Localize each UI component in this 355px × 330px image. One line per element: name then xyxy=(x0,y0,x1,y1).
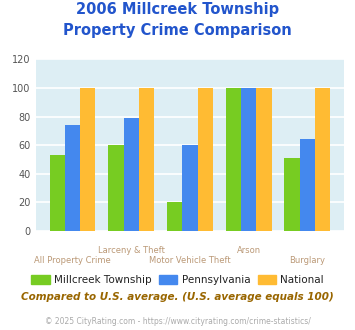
Bar xyxy=(50,155,65,231)
Bar xyxy=(241,88,256,231)
Bar xyxy=(315,88,330,231)
Text: All Property Crime: All Property Crime xyxy=(34,256,111,265)
Text: Burglary: Burglary xyxy=(289,256,326,265)
Bar xyxy=(182,145,198,231)
Bar xyxy=(65,125,80,231)
Bar xyxy=(108,145,124,231)
Text: Arson: Arson xyxy=(236,246,261,255)
Text: © 2025 CityRating.com - https://www.cityrating.com/crime-statistics/: © 2025 CityRating.com - https://www.city… xyxy=(45,317,310,326)
Bar xyxy=(80,88,95,231)
Bar xyxy=(124,118,139,231)
Text: Compared to U.S. average. (U.S. average equals 100): Compared to U.S. average. (U.S. average … xyxy=(21,292,334,302)
Bar xyxy=(139,88,154,231)
Bar xyxy=(226,88,241,231)
Bar xyxy=(284,158,300,231)
Text: Property Crime Comparison: Property Crime Comparison xyxy=(63,23,292,38)
Text: Motor Vehicle Theft: Motor Vehicle Theft xyxy=(149,256,231,265)
Legend: Millcreek Township, Pennsylvania, National: Millcreek Township, Pennsylvania, Nation… xyxy=(27,271,328,289)
Text: Larceny & Theft: Larceny & Theft xyxy=(98,246,165,255)
Bar xyxy=(167,202,182,231)
Text: 2006 Millcreek Township: 2006 Millcreek Township xyxy=(76,2,279,16)
Bar xyxy=(256,88,272,231)
Bar xyxy=(300,140,315,231)
Bar xyxy=(198,88,213,231)
